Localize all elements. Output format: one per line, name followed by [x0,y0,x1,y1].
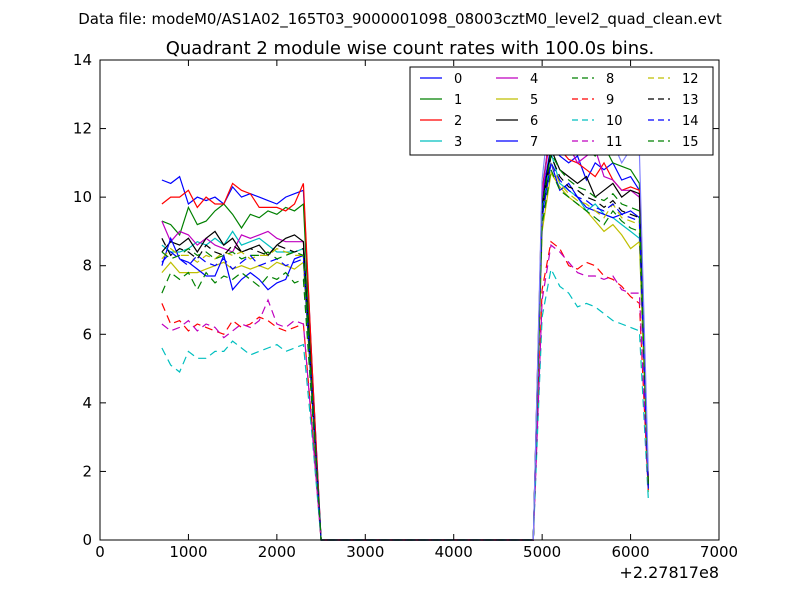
legend-label: 12 [682,72,699,87]
x-tick-label: 4000 [435,543,473,561]
plot-area: 0 1000 2000 3000 4000 5000 6000 700002468101214… [73,51,738,561]
legend-box [409,66,714,156]
legend-label: 11 [606,135,623,150]
series-line-12 [161,160,649,541]
x-tick-label: 5000 [523,543,561,561]
series-line-15 [161,150,649,541]
y-tick-label: 2 [82,462,92,480]
y-tick-label: 14 [73,51,92,69]
legend-label: 6 [530,114,538,129]
chart-title: Quadrant 2 module wise count rates with … [166,38,655,59]
legend-label: 5 [530,93,538,108]
series-line-10 [161,267,649,541]
series-line-6 [161,146,649,541]
legend-label: 0 [454,72,462,87]
legend-label: 10 [606,114,623,129]
suptitle: Data file: modeM0/AS1A02_165T03_90000010… [78,10,722,29]
x-tick-label: 3000 [346,543,384,561]
legend-label: 2 [454,114,462,129]
series-line-14 [161,161,649,541]
legend-label: 7 [530,135,538,150]
y-tick-label: 8 [82,257,92,275]
x-tick-label: 2000 [258,543,296,561]
legend-label: 1 [454,93,462,108]
legend-label: 15 [682,135,699,150]
legend-label: 9 [606,93,614,108]
x-tick-label: 6000 [611,543,649,561]
x-tick-label: 1000 [169,543,207,561]
x-offset-label: +2.27817e8 [619,563,719,582]
legend-label: 14 [682,114,699,129]
x-tick-label: 0 [95,543,105,561]
legend-label: 8 [606,72,614,87]
y-tick-label: 10 [73,188,92,206]
legend-label: 3 [454,135,462,150]
series-line-11 [161,244,649,541]
axes-frame [99,59,720,541]
y-tick-label: 6 [82,325,92,343]
y-tick-label: 0 [82,531,92,549]
x-tick-label: 7000 [700,543,738,561]
legend-label: 13 [682,93,699,108]
legend-label: 4 [530,72,538,87]
series-line-8 [161,167,649,541]
y-tick-label: 4 [82,394,92,412]
y-tick-label: 12 [73,120,92,138]
series-line-13 [161,153,649,541]
